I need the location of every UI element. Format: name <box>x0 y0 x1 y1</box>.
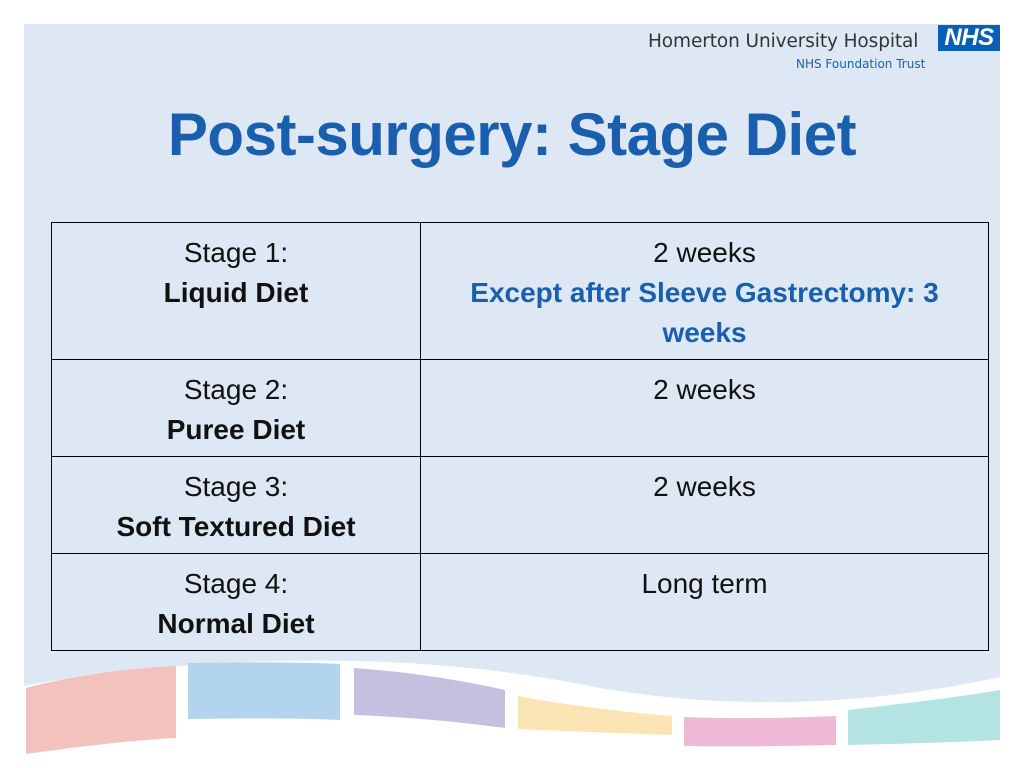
diet-name: Soft Textured Diet <box>116 511 356 542</box>
stage-label: Stage 1: <box>183 237 289 268</box>
duration-text: Long term <box>641 568 768 599</box>
stage-label: Stage 2: <box>183 374 289 405</box>
wave-band-3 <box>354 668 505 728</box>
wave-band-1 <box>26 666 176 754</box>
table-row: Stage 2: Puree Diet 2 weeks <box>51 359 989 457</box>
diet-name: Liquid Diet <box>163 277 309 308</box>
duration-cell: 2 weeks Except after Sleeve Gastrectomy:… <box>420 222 989 360</box>
duration-text: 2 weeks <box>653 471 756 502</box>
hospital-name: Homerton University Hospital <box>648 31 919 52</box>
trust-name: NHS Foundation Trust <box>796 57 926 71</box>
duration-text: 2 weeks <box>653 237 756 268</box>
wave-band-2 <box>188 662 340 720</box>
stage-cell: Stage 2: Puree Diet <box>51 359 421 457</box>
diet-name: Puree Diet <box>166 414 306 445</box>
stage-label: Stage 4: <box>183 568 289 599</box>
duration-cell: 2 weeks <box>420 359 989 457</box>
stage-cell: Stage 4: Normal Diet <box>51 553 421 651</box>
table-row: Stage 3: Soft Textured Diet 2 weeks <box>51 456 989 554</box>
exception-note: Except after Sleeve Gastrectomy: 3 weeks <box>470 277 939 348</box>
stage-cell: Stage 1: Liquid Diet <box>51 222 421 360</box>
table-row: Stage 1: Liquid Diet 2 weeks Except afte… <box>51 222 989 360</box>
wave-band-6 <box>848 690 1000 745</box>
wave-band-4 <box>518 696 672 735</box>
diet-name: Normal Diet <box>157 608 315 639</box>
nhs-logo: NHS <box>938 25 1000 51</box>
duration-cell: Long term <box>420 553 989 651</box>
duration-cell: 2 weeks <box>420 456 989 554</box>
stage-diet-table: Stage 1: Liquid Diet 2 weeks Except afte… <box>51 222 989 651</box>
stage-cell: Stage 3: Soft Textured Diet <box>51 456 421 554</box>
slide-title: Post-surgery: Stage Diet <box>167 101 857 168</box>
table-row: Stage 4: Normal Diet Long term <box>51 553 989 651</box>
stage-label: Stage 3: <box>183 471 289 502</box>
wave-band-5 <box>684 716 836 747</box>
duration-text: 2 weeks <box>653 374 756 405</box>
decorative-wave-footer <box>0 660 1024 768</box>
